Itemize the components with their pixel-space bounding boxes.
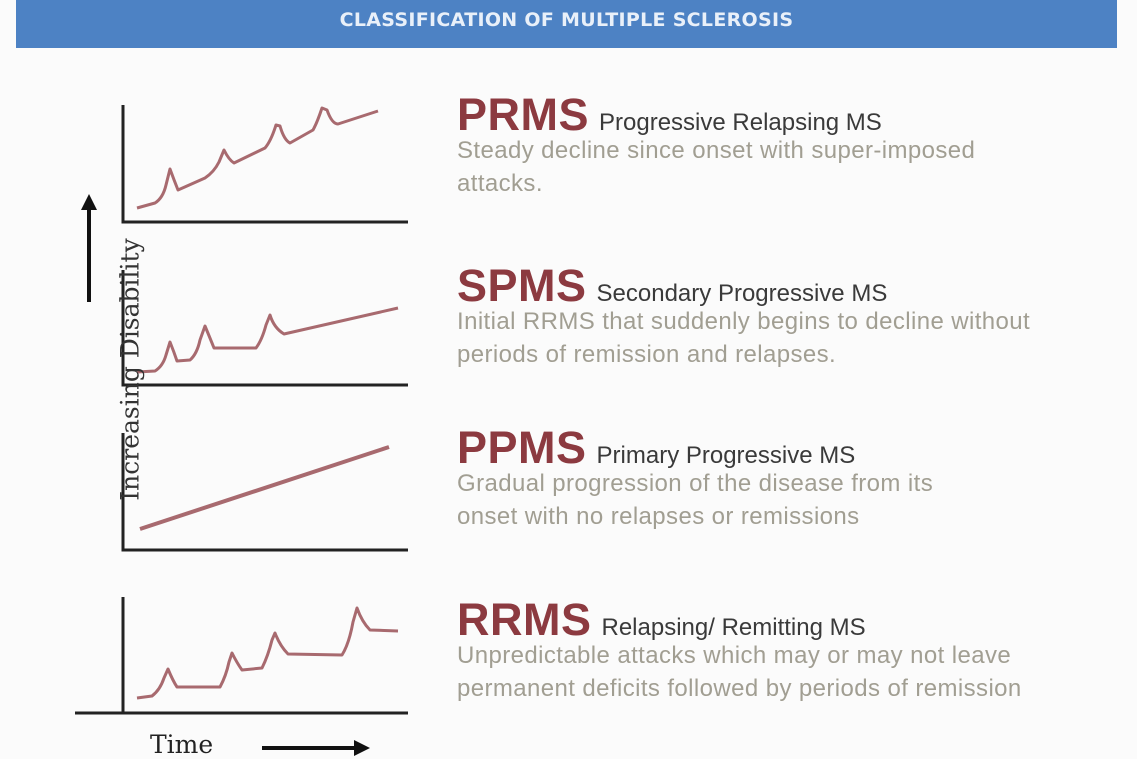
y-axis-label: Increasing Disability <box>115 238 145 501</box>
ppms-panel <box>121 433 408 552</box>
prms-abbr: PRMS <box>457 89 590 140</box>
rrms-description-line-2: permanent deficits followed by periods o… <box>457 675 1022 702</box>
x-axis-label: Time <box>150 730 214 759</box>
rrms-entry: RRMS Relapsing/ Remitting MS Unpredictab… <box>457 597 1117 705</box>
page-title: CLASSIFICATION OF MULTIPLE SCLEROSIS <box>339 9 794 31</box>
prms-description-line-2: attacks. <box>457 170 543 197</box>
ppms-entry: PPMS Primary Progressive MS Gradual prog… <box>457 425 1117 533</box>
spms-full-name: Secondary Progressive MS <box>596 280 888 307</box>
rrms-panel <box>75 597 408 715</box>
rrms-abbr: RRMS <box>457 594 592 645</box>
ppms-description-line-1: Gradual progression of the disease from … <box>457 470 934 497</box>
prms-panel <box>121 105 408 224</box>
prms-curve <box>136 106 379 210</box>
ppms-curve <box>139 445 390 531</box>
ppms-description-line-2: onset with no relapses or remissions <box>457 503 860 530</box>
y-axis-arrow <box>81 194 97 302</box>
spms-description-line-2: periods of remission and relapses. <box>457 341 837 368</box>
spms-y-axis <box>121 270 408 387</box>
spms-entry: SPMS Secondary Progressive MS Initial RR… <box>457 263 1117 371</box>
rrms-y-axis <box>75 597 408 715</box>
spms-panel <box>121 270 408 387</box>
x-axis-arrow <box>262 740 370 756</box>
prms-y-axis <box>121 105 408 224</box>
prms-full-name: Progressive Relapsing MS <box>599 109 882 136</box>
ppms-full-name: Primary Progressive MS <box>596 442 856 469</box>
spms-abbr: SPMS <box>457 260 587 311</box>
spms-description-line-1: Initial RRMS that suddenly begins to dec… <box>457 308 1031 335</box>
rrms-full-name: Relapsing/ Remitting MS <box>601 614 866 641</box>
ppms-y-axis <box>121 433 408 552</box>
ppms-abbr: PPMS <box>457 422 587 473</box>
title-banner: CLASSIFICATION OF MULTIPLE SCLEROSIS <box>16 0 1117 48</box>
rrms-description-line-1: Unpredictable attacks which may or may n… <box>457 642 1012 669</box>
prms-description-line-1: Steady decline since onset with super-im… <box>457 137 976 164</box>
rrms-curve <box>136 606 399 700</box>
spms-curve <box>136 306 399 374</box>
prms-entry: PRMS Progressive Relapsing MS Steady dec… <box>457 92 1117 200</box>
